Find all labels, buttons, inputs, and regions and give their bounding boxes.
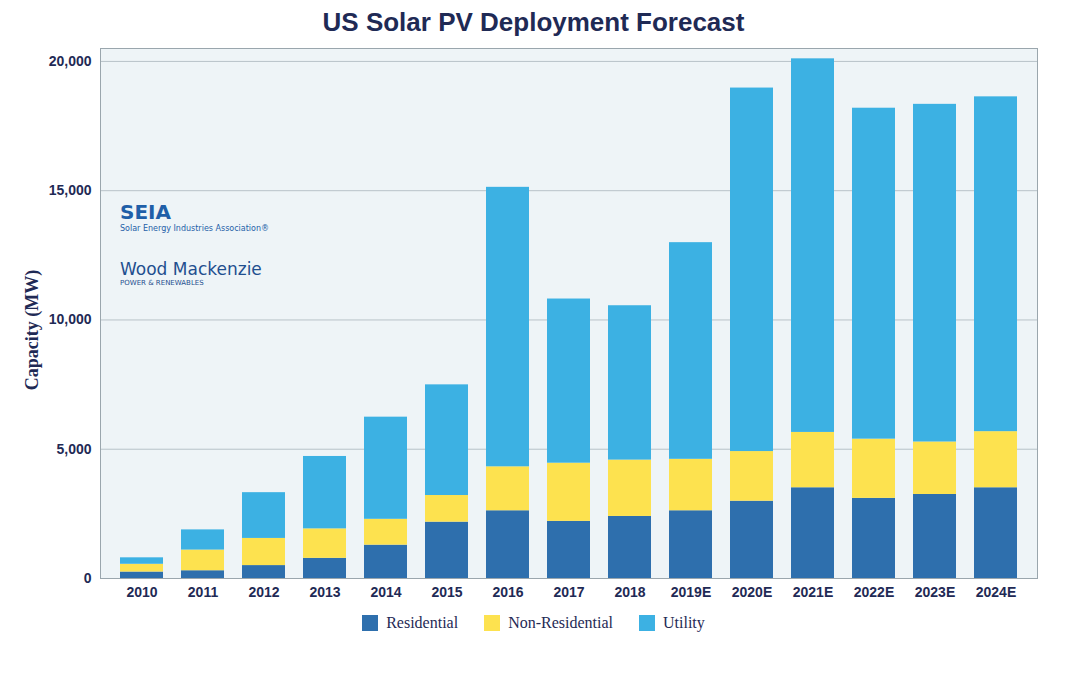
svg-text:2024E: 2024E	[976, 584, 1016, 600]
svg-text:2010: 2010	[126, 584, 157, 600]
svg-text:10,000: 10,000	[49, 311, 92, 327]
svg-text:0: 0	[84, 570, 92, 586]
html-text:Non-Residential: Non-Residential	[508, 614, 613, 631]
svg-text:2018: 2018	[614, 584, 645, 600]
svg-text:2017: 2017	[553, 584, 584, 600]
html-text:US Solar PV Deployment Forecas: US Solar PV Deployment Forecast	[322, 7, 745, 37]
svg-text:2021E: 2021E	[793, 584, 833, 600]
svg-text:5,000: 5,000	[56, 441, 91, 457]
svg-text:2013: 2013	[309, 584, 340, 600]
svg-text:20,000: 20,000	[49, 53, 92, 69]
svg-text:2022E: 2022E	[854, 584, 894, 600]
svg-text:2023E: 2023E	[915, 584, 955, 600]
svg-text:2011: 2011	[188, 584, 219, 600]
html-text:Capacity (MW): Capacity (MW)	[21, 269, 42, 391]
svg-text:2016: 2016	[492, 584, 523, 600]
svg-text:2014: 2014	[370, 584, 401, 600]
svg-text:2012: 2012	[248, 584, 279, 600]
svg-text:2015: 2015	[431, 584, 462, 600]
html-text:POWER & RENEWABLES: POWER & RENEWABLES	[120, 279, 204, 287]
html-text:Solar Energy Industries Associ: Solar Energy Industries Association®	[120, 224, 270, 233]
html-text:Wood Mackenzie: Wood Mackenzie	[120, 259, 262, 279]
html-text:SEIA: SEIA	[120, 200, 171, 224]
html-text:Utility: Utility	[663, 614, 705, 631]
svg-text:2019E: 2019E	[671, 584, 711, 600]
svg-text:2020E: 2020E	[732, 584, 772, 600]
html-text:Residential: Residential	[386, 614, 459, 631]
svg-text:15,000: 15,000	[49, 182, 92, 198]
